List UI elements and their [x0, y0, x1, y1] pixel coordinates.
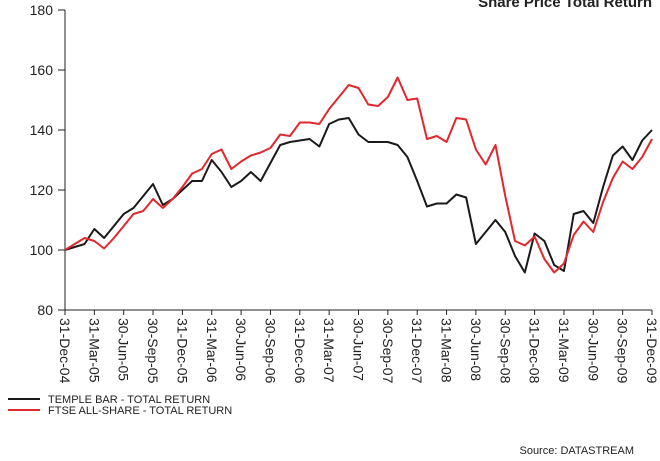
x-tick-label: 30-Jun-06: [233, 318, 249, 381]
x-tick-label: 30-Jun-05: [116, 318, 132, 381]
series-line: [64, 76, 653, 274]
legend-label: FTSE ALL-SHARE - TOTAL RETURN: [48, 405, 232, 417]
x-tick-label: 30-Jun-08: [468, 318, 484, 381]
x-tick-label: 31-Dec-09: [644, 318, 660, 384]
y-tick-label: 160: [30, 62, 54, 78]
chart-title: Share Price Total Return: [478, 0, 652, 11]
x-tick-label: 31-Mar-09: [556, 318, 572, 383]
x-tick-label: 31-Dec-04: [57, 318, 73, 384]
legend-label: TEMPLE BAR - TOTAL RETURN: [48, 394, 210, 406]
x-tick-label: 30-Sep-06: [262, 318, 278, 384]
x-tick-label: 30-Jun-07: [351, 318, 367, 381]
y-tick-label: 100: [30, 242, 54, 258]
x-tick-label: 31-Mar-06: [204, 318, 220, 383]
y-tick-label: 120: [30, 182, 54, 198]
x-tick-label: 31-Dec-08: [527, 318, 543, 384]
series-line: [64, 117, 653, 274]
x-tick-label: 31-Dec-07: [409, 318, 425, 384]
x-tick-label: 31-Mar-05: [86, 318, 102, 383]
x-tick-label: 30-Sep-05: [145, 318, 161, 384]
x-tick-label: 31-Dec-06: [292, 318, 308, 384]
x-tick-label: 30-Sep-08: [497, 318, 513, 384]
y-tick-label: 80: [37, 302, 53, 318]
x-tick-label: 30-Sep-07: [380, 318, 396, 384]
x-tick-label: 31-Mar-08: [439, 318, 455, 383]
x-tick-label: 31-Mar-07: [321, 318, 337, 383]
source-note: Source: DATASTREAM: [519, 445, 634, 457]
y-tick-label: 180: [30, 2, 54, 18]
x-tick-label: 30-Sep-09: [615, 318, 631, 384]
y-tick-label: 140: [30, 122, 54, 138]
x-tick-label: 30-Jun-09: [585, 318, 601, 381]
x-tick-label: 31-Dec-05: [174, 318, 190, 384]
